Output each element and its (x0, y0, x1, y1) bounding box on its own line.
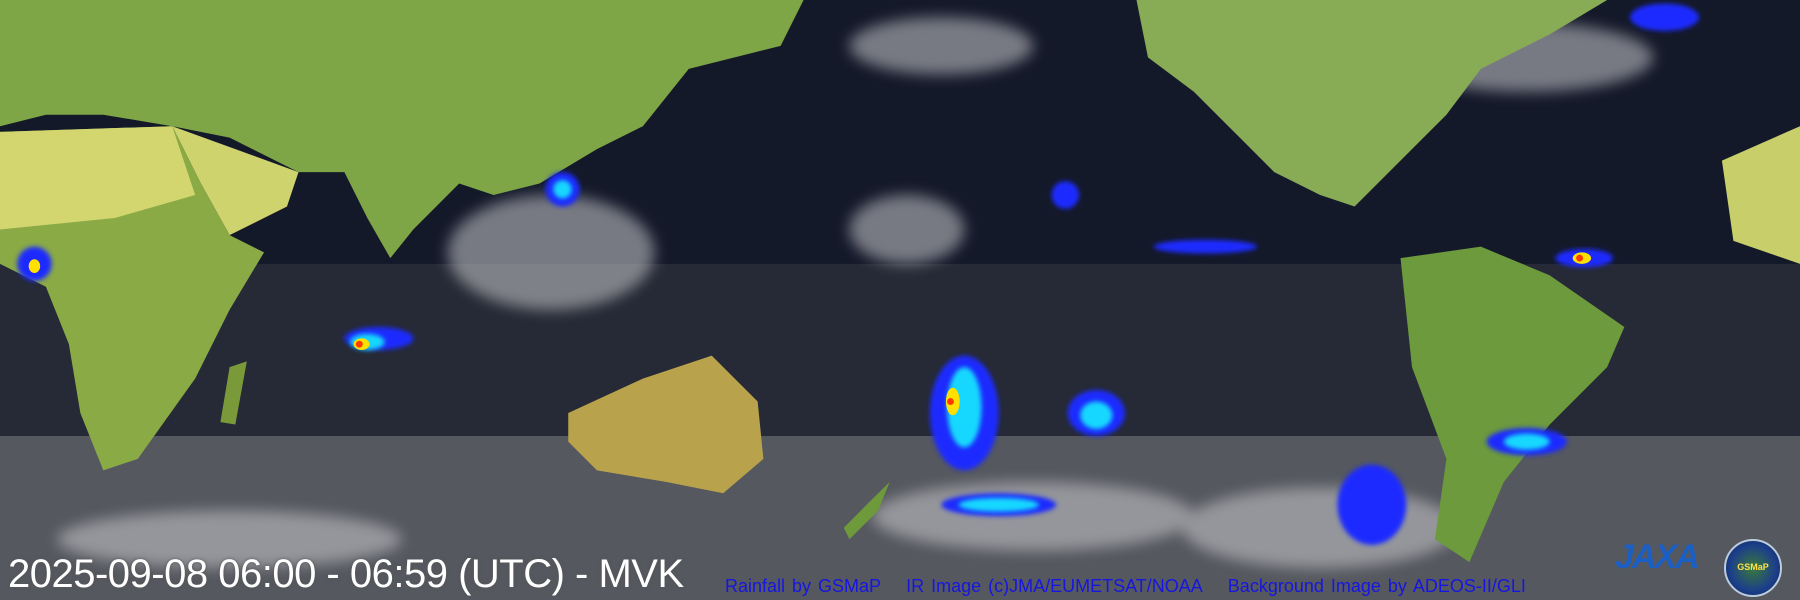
west-africa-right (1721, 126, 1800, 264)
australia (568, 355, 764, 494)
south-america (1400, 246, 1625, 563)
new-zealand (843, 481, 890, 540)
rainfall-credit: Rainfall by GSMaP (725, 576, 882, 596)
eurasia (0, 0, 804, 259)
rainfall-areas (17, 3, 1699, 545)
arabia (172, 126, 299, 236)
gsmap-logo-label: GSMaP (1737, 562, 1769, 572)
jaxa-logo: JAXA (1615, 538, 1700, 576)
ir-image-credit: IR Image (c)JMA/EUMETSAT/NOAA (906, 576, 1203, 596)
gsmap-logo: GSMaP (1724, 539, 1782, 597)
continents (0, 0, 1800, 563)
north-america (1136, 0, 1608, 207)
background-credit: Background Image by ADEOS-II/GLI (1227, 576, 1526, 596)
timestamp-label: 2025-09-08 06:00 - 06:59 (UTC) - MVK (8, 552, 684, 596)
credits: Rainfall by GSMaP IR Image (c)JMA/EUMETS… (725, 576, 1544, 597)
madagascar (220, 361, 247, 425)
sahara (0, 126, 196, 230)
